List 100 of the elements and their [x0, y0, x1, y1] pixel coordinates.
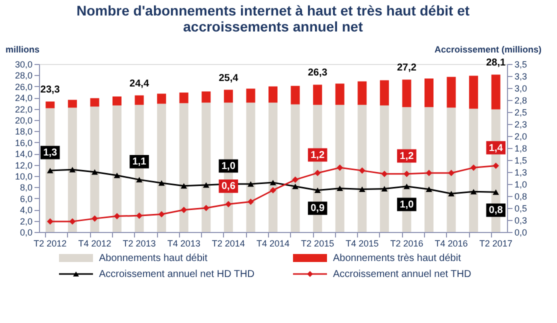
data-label: 1,2 — [400, 150, 414, 162]
x-tick-label: T2 2016 — [390, 238, 424, 248]
data-label: 1,1 — [132, 156, 147, 168]
y-tick-label: 0,0 — [20, 228, 32, 238]
x-tick-label: T2 2017 — [479, 238, 512, 248]
bar — [112, 105, 122, 232]
bar — [335, 104, 344, 232]
x-tick-label: T2 2013 — [122, 238, 156, 248]
y2-tick-label: 0,5 — [514, 204, 528, 214]
point — [381, 186, 388, 192]
bar — [380, 80, 389, 106]
point — [470, 164, 477, 171]
point — [381, 170, 388, 178]
point — [426, 170, 432, 176]
x-tick-label: T2 2014 — [212, 238, 245, 248]
y2-tick-label: 1,3 — [514, 168, 528, 178]
y-tick-label: 4,0 — [20, 205, 32, 216]
bar — [491, 74, 500, 110]
point — [492, 189, 500, 195]
point — [92, 169, 98, 175]
y-tick-label: 22,0 — [14, 104, 32, 114]
point — [358, 167, 366, 174]
point — [180, 183, 188, 189]
y2-tick-label: 2,3 — [514, 120, 528, 130]
data-label: 0,8 — [488, 205, 504, 216]
bar — [179, 103, 188, 232]
point — [46, 168, 54, 174]
y2-tick-label: 2,5 — [514, 108, 528, 118]
bar — [268, 102, 278, 232]
point — [69, 166, 76, 172]
y2-tick-label: 1,5 — [514, 156, 528, 166]
chart-title: Nombre d'abonnements internet à haut et très haut débit et accroissements annuel net — [76, 2, 470, 34]
data-label: 1,0 — [221, 161, 236, 172]
bar — [179, 92, 188, 104]
point — [292, 184, 298, 190]
total-label: 26,3 — [308, 68, 328, 79]
legend-label: Abonnements haut débit — [99, 253, 208, 264]
total-label: 25,4 — [218, 72, 239, 84]
bar — [335, 84, 344, 105]
bar — [446, 76, 456, 108]
y2-tick-label: 3,5 — [514, 60, 528, 70]
y-axis-title: millions — [6, 44, 40, 54]
point — [448, 170, 454, 176]
y-tick-label: 20,0 — [14, 116, 32, 126]
bar — [446, 108, 456, 232]
bar — [424, 78, 434, 108]
bar — [469, 76, 478, 109]
x-tick-label: T4 2012 — [78, 238, 112, 248]
y-tick-label: 12,0 — [14, 160, 32, 170]
total-label: 28,1 — [486, 58, 506, 69]
bar — [90, 98, 100, 107]
y-tick-label: 6,0 — [20, 194, 32, 204]
bar — [90, 106, 100, 232]
bar — [402, 80, 412, 108]
point — [46, 218, 54, 225]
y-tick-label: 28,0 — [14, 70, 32, 81]
point — [404, 170, 410, 178]
point — [336, 164, 344, 171]
y2-tick-label: 2,8 — [514, 96, 528, 106]
y-tick-label: 18,0 — [14, 126, 32, 137]
y2-axis-title: Accroissement (millions) — [434, 44, 542, 54]
y2-tick-label: 3,3 — [514, 72, 528, 82]
point — [358, 186, 366, 192]
point — [114, 172, 120, 178]
point — [248, 181, 254, 187]
point — [314, 188, 321, 193]
y2-tick-label: 0,0 — [514, 228, 528, 238]
point — [404, 184, 410, 190]
point — [492, 162, 500, 169]
point — [314, 170, 321, 176]
point — [69, 218, 76, 225]
point — [270, 187, 276, 194]
bar — [469, 108, 478, 232]
point — [202, 182, 210, 188]
total-label: 23,3 — [40, 84, 60, 96]
y-tick-label: 16,0 — [14, 138, 32, 148]
bar — [358, 104, 367, 232]
legend-label: Abonnements très haut débit — [333, 253, 462, 264]
y-tick-label: 24,0 — [14, 93, 32, 104]
total-label: 24,4 — [130, 78, 150, 90]
data-label: 0,9 — [310, 203, 325, 214]
bar — [424, 107, 434, 232]
data-label: 0,6 — [221, 181, 236, 192]
bar — [290, 86, 300, 104]
point — [202, 204, 210, 212]
bar — [134, 95, 144, 105]
y-tick-label: 10,0 — [14, 172, 32, 182]
data-label: 1,3 — [43, 148, 58, 159]
x-tick-label: T4 2014 — [256, 238, 290, 248]
y-tick-label: 30,0 — [14, 60, 32, 70]
bar — [246, 102, 256, 232]
point — [136, 212, 142, 219]
y-tick-label: 8,0 — [20, 182, 32, 193]
data-label: 1,2 — [310, 150, 325, 161]
point — [270, 180, 276, 186]
bar — [268, 86, 278, 103]
point — [336, 186, 344, 192]
x-tick-label: T4 2013 — [167, 238, 200, 248]
x-tick-label: T4 2016 — [434, 238, 468, 248]
x-tick-label: T2 2015 — [301, 238, 334, 248]
